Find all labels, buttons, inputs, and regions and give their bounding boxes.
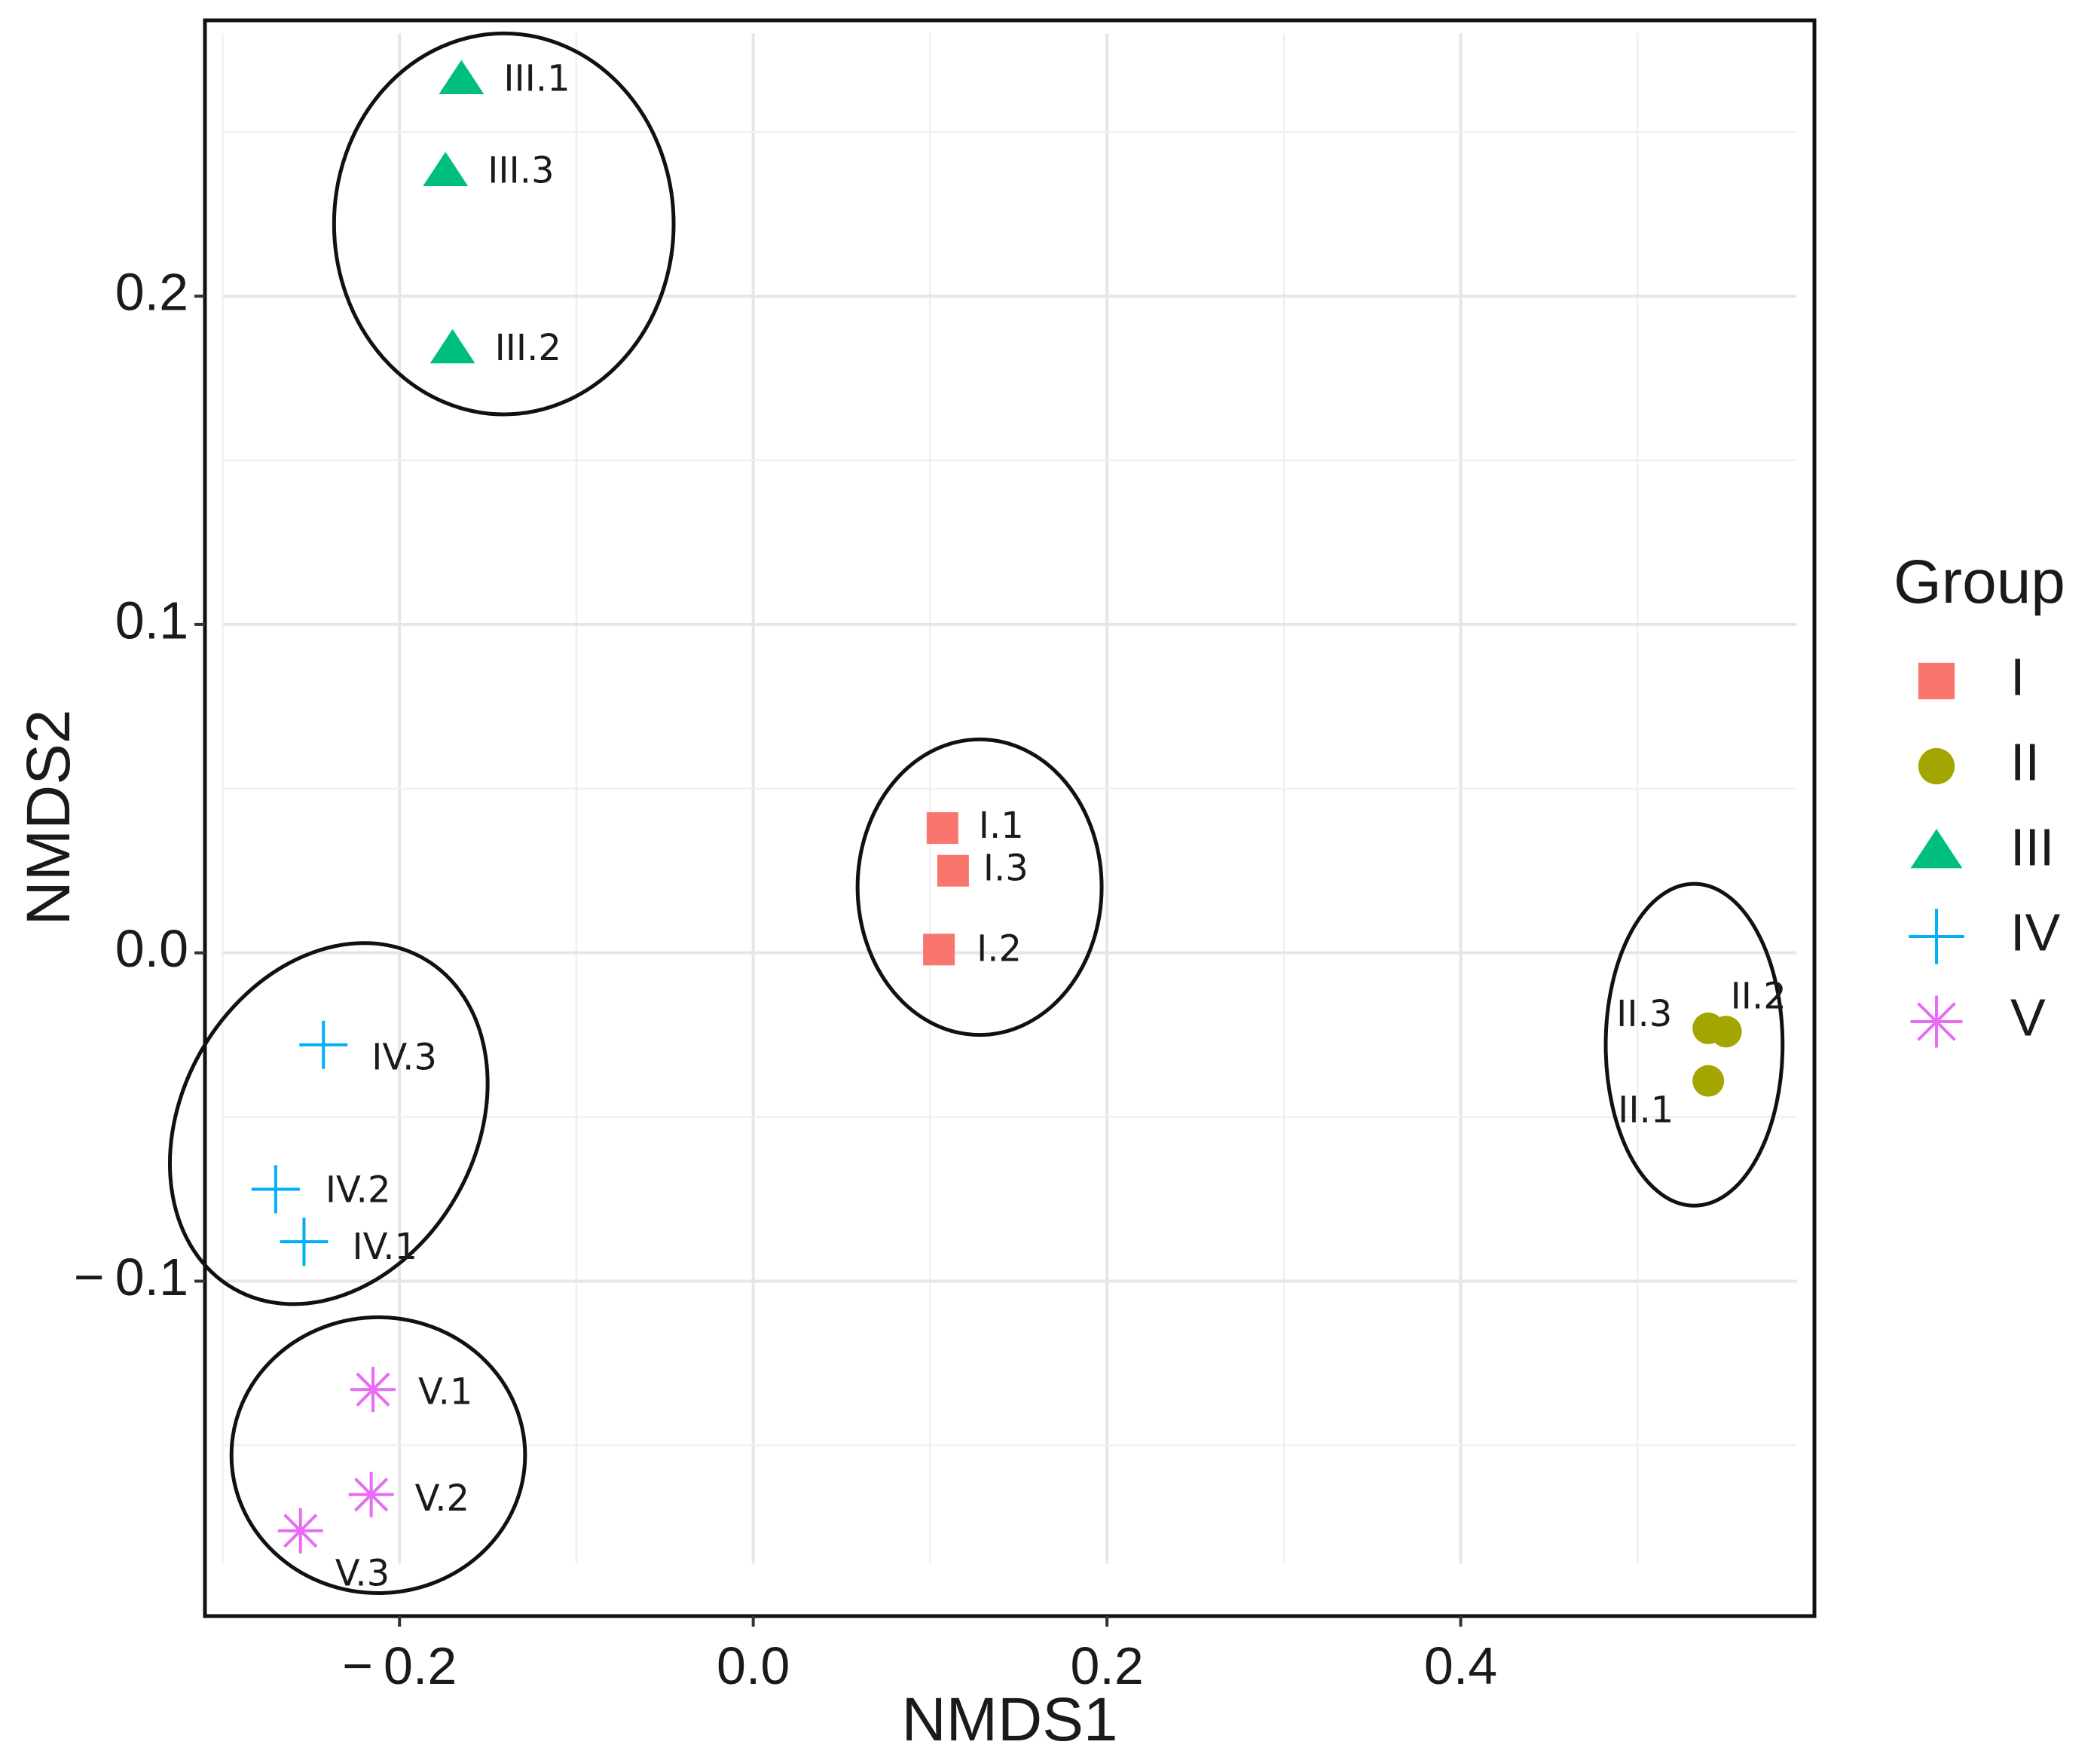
point-label-IV.3: IV.3 [371,1037,437,1079]
point-label-II.1: II.1 [1618,1089,1674,1132]
y-tick-label: − 0.1 [74,1248,188,1306]
point-V.2 [348,1471,394,1517]
x-axis-title: NMDS1 [901,1685,1117,1754]
x-tick-label: 0.4 [1424,1636,1497,1695]
y-tick-label: 0.1 [115,591,188,649]
point-label-V.3: V.3 [335,1553,390,1595]
point-II.1 [1692,1065,1725,1097]
point-I.2 [923,933,955,966]
point-III.2 [429,328,475,364]
point-I.1 [926,812,958,845]
ellipse-group-I [855,737,1104,1037]
point-label-IV.1: IV.1 [352,1226,417,1268]
x-tick-label: 0.2 [1070,1636,1143,1695]
point-label-II.3: II.3 [1616,993,1672,1035]
legend-key-II [1918,747,1955,785]
point-labels: I.1I.3 I.2 II.2 II.3 II.1 III.1 III.3 III.2 IV.3… [326,57,1787,1594]
point-IV.2 [251,1165,300,1214]
legend-key-III [1910,829,1963,869]
point-label-I.1: I.1 [979,805,1024,847]
ellipse-group-IV [168,941,490,1306]
legend-key-IV [1909,909,1964,964]
point-IV.3 [299,1020,348,1069]
y-axis-ticks: − 0.1 0.0 0.1 0.2 [74,263,205,1306]
legend-label-III: III [2010,817,2054,876]
point-label-III.3: III.3 [488,149,554,191]
data-points [251,60,1742,1554]
point-V.3 [277,1508,323,1554]
legend-title: Group [1894,548,2065,616]
ellipse-group-III [332,31,676,417]
x-axis-ticks: − 0.2 0.0 0.2 0.4 [342,1616,1497,1695]
grid [222,33,1797,1564]
point-label-V.2: V.2 [415,1477,469,1520]
x-tick-label: − 0.2 [342,1636,457,1695]
legend-label-I: I [2010,647,2025,706]
y-tick-label: 0.2 [115,263,188,322]
point-II.3 [1692,1012,1725,1044]
point-label-I.3: I.3 [983,848,1029,890]
point-label-V.1: V.1 [418,1370,472,1413]
plot-panel-border [203,18,1817,1618]
legend-key-I [1918,662,1955,700]
point-label-III.1: III.1 [503,57,570,99]
ellipse-group-II [1603,882,1785,1208]
group-ellipses [168,31,1785,1595]
y-axis-title: NMDS2 [14,709,83,925]
point-I.3 [937,854,969,887]
point-III.1 [439,60,484,94]
x-tick-label: 0.0 [717,1636,790,1695]
legend-label-II: II [2010,732,2040,791]
point-V.1 [350,1367,396,1413]
point-label-IV.2: IV.2 [326,1169,391,1211]
legend-label-IV: IV [2010,903,2060,961]
legend-key-V [1910,995,1963,1048]
point-label-III.2: III.2 [495,327,561,369]
point-label-I.2: I.2 [977,927,1022,970]
point-label-II.2: II.2 [1731,975,1787,1017]
point-IV.1 [280,1218,329,1266]
y-tick-label: 0.0 [115,919,188,978]
legend-label-V: V [2010,988,2046,1046]
point-III.3 [423,151,469,186]
ellipse-group-V [229,1315,527,1595]
